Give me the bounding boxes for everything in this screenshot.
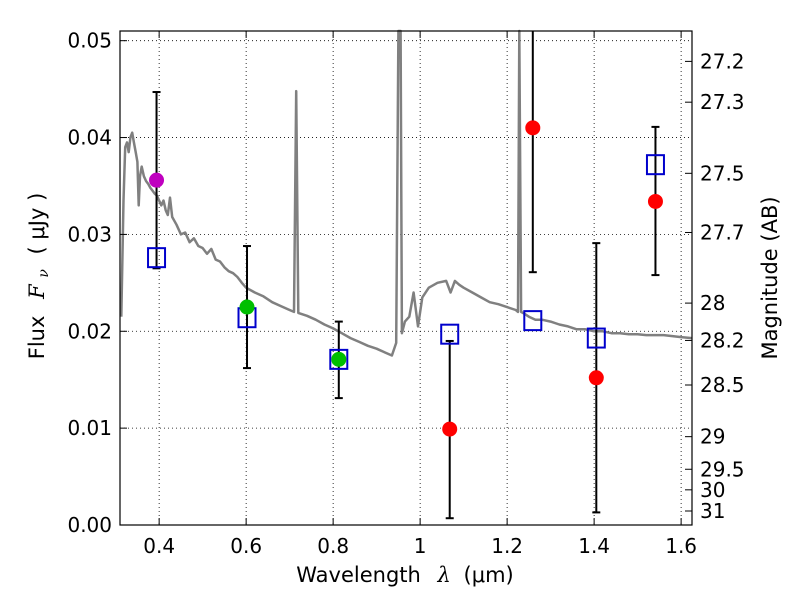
model-point — [523, 310, 543, 332]
y-axis-label-symbol: F — [25, 283, 49, 300]
x-tick-label: 1.4 — [578, 534, 610, 558]
x-tick-label: 0.4 — [143, 534, 175, 558]
model-point — [147, 247, 167, 269]
measured-point — [647, 193, 663, 209]
y-axis-label-unit: ( μJy ) — [25, 193, 49, 255]
x-tick-labels: 0.4 0.6 0.8 1 1.2 1.4 1.6 — [143, 534, 697, 558]
right-tick-label: 29.5 — [700, 457, 745, 481]
measured-point — [525, 120, 541, 136]
x-axis-label-text: Wavelength — [296, 563, 421, 587]
model-spectrum-layer — [120, 29, 693, 357]
x-tick-label: 1 — [414, 534, 427, 558]
model-point — [586, 327, 606, 349]
right-tick-label: 28 — [700, 291, 725, 315]
model-point — [440, 323, 460, 345]
measured-point — [149, 172, 165, 188]
right-tick-label: 27.5 — [700, 161, 745, 185]
right-tick-label: 27.3 — [700, 90, 745, 114]
y-axis-label: Flux F ν ( μJy ) — [25, 193, 53, 360]
right-axis-label: Magnitude (AB) — [758, 196, 782, 359]
x-axis-label-symbol: λ — [437, 563, 451, 587]
y-tick-label: 0.04 — [67, 126, 112, 150]
measured-point — [588, 370, 604, 386]
y-tick-labels: 0.00 0.01 0.02 0.03 0.04 0.05 — [67, 29, 112, 537]
right-tick-label: 27.7 — [700, 220, 745, 244]
x-tick-label: 1.6 — [665, 534, 697, 558]
measured-point-layer — [149, 120, 663, 437]
y-tick-label: 0.01 — [67, 416, 112, 440]
right-tick-label: 29 — [700, 425, 725, 449]
model-point — [329, 348, 349, 370]
model-spectrum-line — [120, 29, 693, 357]
y-tick-label: 0.05 — [67, 29, 112, 53]
tick-marks — [120, 31, 692, 526]
plot-frame — [119, 30, 693, 526]
x-tick-label: 0.6 — [230, 534, 262, 558]
right-tick-label: 28.5 — [700, 373, 745, 397]
y-axis-label-subscript: ν — [36, 269, 52, 278]
model-point — [645, 154, 665, 176]
model-point-layer — [147, 154, 665, 370]
x-axis-label-unit: (μm) — [464, 563, 514, 587]
y-tick-label: 0.02 — [67, 319, 112, 343]
x-tick-label: 1.2 — [491, 534, 523, 558]
right-tick-label: 28.2 — [700, 328, 745, 352]
measured-point — [442, 421, 458, 437]
x-axis-label: Wavelength λ (μm) — [296, 563, 513, 587]
measured-point — [331, 351, 347, 367]
right-tick-label: 31 — [700, 499, 725, 523]
y-tick-label: 0.03 — [67, 222, 112, 246]
right-tick-label: 30 — [700, 478, 725, 502]
right-tick-label: 27.2 — [700, 49, 745, 73]
measured-point — [239, 299, 255, 315]
y-axis-label-text: Flux — [25, 316, 49, 360]
x-tick-label: 0.8 — [317, 534, 349, 558]
y-tick-label: 0.00 — [67, 513, 112, 537]
